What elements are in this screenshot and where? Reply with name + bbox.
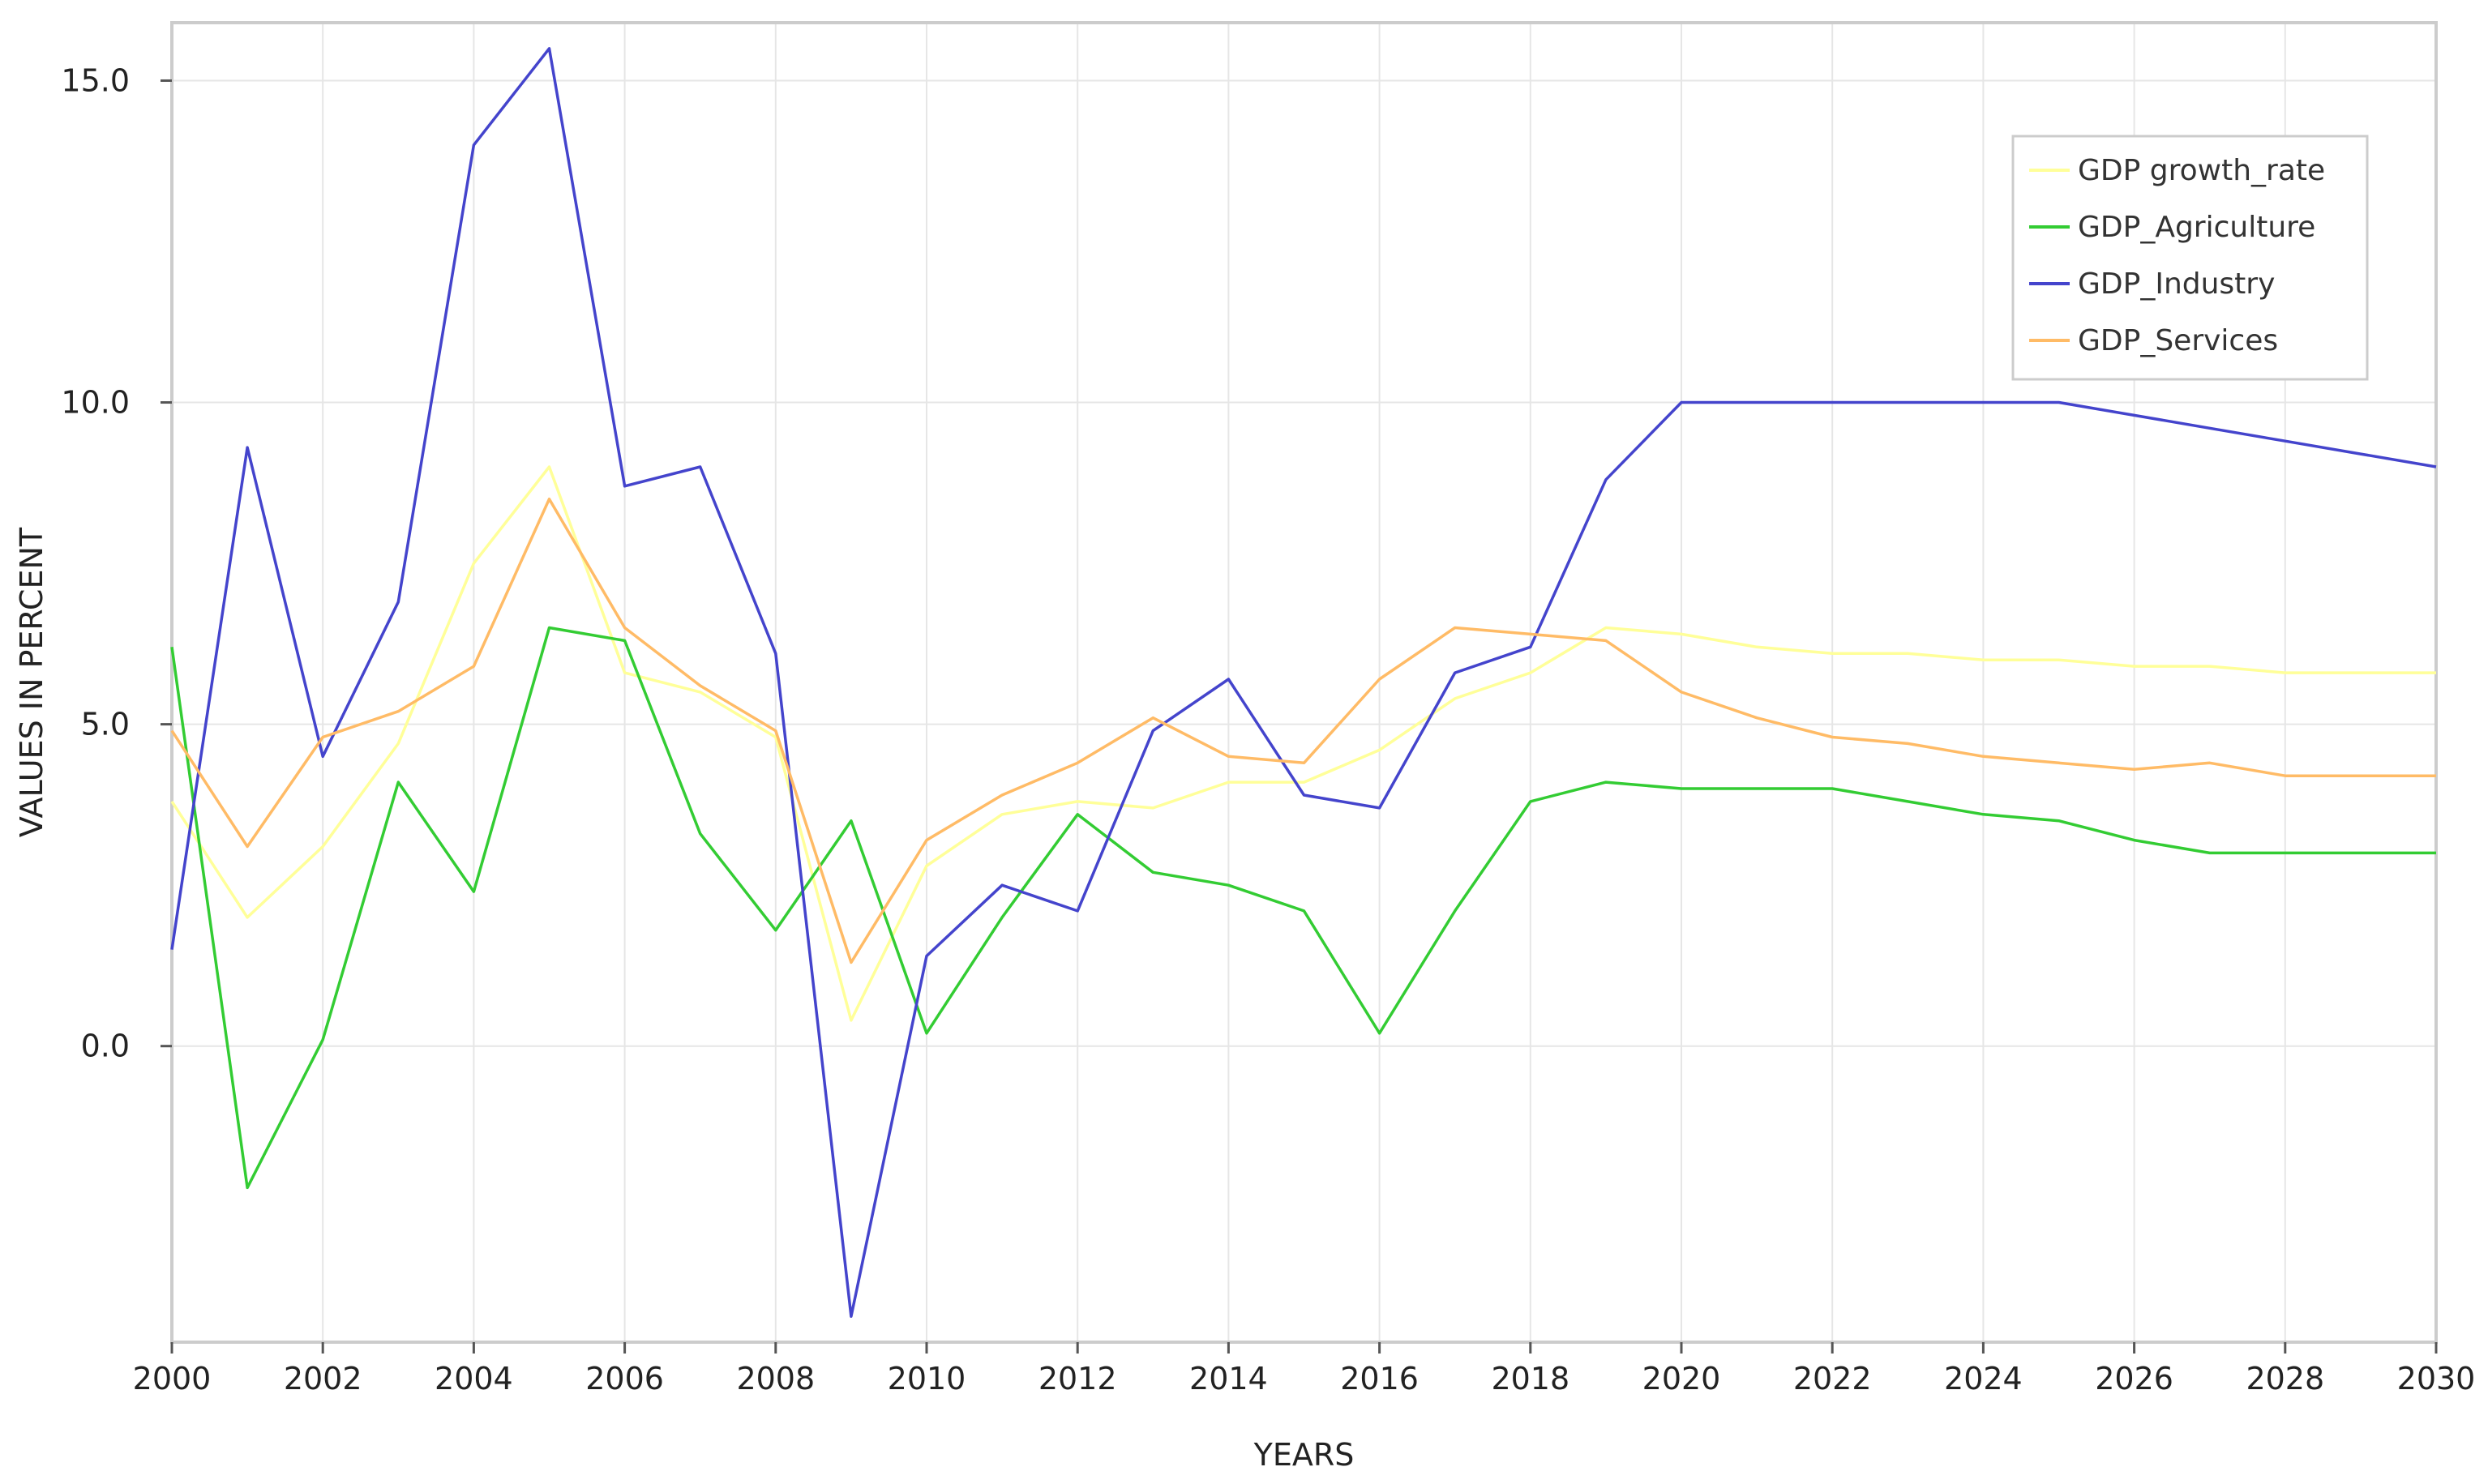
y-tick-label: 15.0 <box>61 62 130 98</box>
legend-label-gdp-growth-rate: GDP growth_rate <box>2078 154 2325 187</box>
legend-box <box>2011 135 2369 381</box>
y-tick-label: 5.0 <box>81 707 130 742</box>
x-tick-label: 2000 <box>133 1361 212 1396</box>
x-axis-title: YEARS <box>1253 1437 1355 1473</box>
legend-label-gdp-industry: GDP_Industry <box>2078 267 2275 301</box>
x-tick-label: 2028 <box>2246 1361 2324 1396</box>
y-tick-label: 0.0 <box>81 1029 130 1064</box>
y-axis-ticks: 0.0 5.0 10.0 15.0 <box>61 62 172 1064</box>
x-tick-label: 2002 <box>284 1361 362 1396</box>
x-tick-label: 2020 <box>1642 1361 1721 1396</box>
x-axis-ticks: 2000 2002 2004 2006 2008 2010 2012 2014 2016 2018… <box>133 1342 2476 1396</box>
series-line-gdp-services <box>170 497 2436 964</box>
x-tick-label: 2012 <box>1038 1361 1117 1396</box>
series-line-gdp-industry <box>170 47 2437 1318</box>
x-tick-label: 2030 <box>2397 1361 2476 1396</box>
x-tick-label: 2008 <box>736 1361 815 1396</box>
plot-frame <box>170 21 2438 1344</box>
y-tick-label: 10.0 <box>61 385 130 421</box>
x-tick-label: 2010 <box>888 1361 966 1396</box>
legend-label-gdp-agriculture: GDP_Agriculture <box>2078 211 2315 244</box>
x-tick-label: 2004 <box>435 1361 513 1396</box>
series-line-gdp-growth-rate <box>170 465 2436 1022</box>
x-tick-label: 2016 <box>1340 1361 1419 1396</box>
x-tick-label: 2014 <box>1189 1361 1268 1396</box>
series-line-gdp-agriculture <box>170 626 2436 1190</box>
legend: GDP growth_rate GDP_Agriculture GDP_Indust… <box>2011 135 2369 381</box>
x-tick-label: 2006 <box>585 1361 664 1396</box>
x-tick-label: 2026 <box>2095 1361 2173 1396</box>
y-axis-title: VALUES IN PERCENT <box>14 527 49 837</box>
x-tick-label: 2018 <box>1491 1361 1569 1396</box>
x-tick-label: 2024 <box>1944 1361 2023 1396</box>
legend-label-gdp-services: GDP_Services <box>2078 324 2278 357</box>
x-tick-label: 2022 <box>1793 1361 1872 1396</box>
series-lines <box>170 47 2437 1318</box>
